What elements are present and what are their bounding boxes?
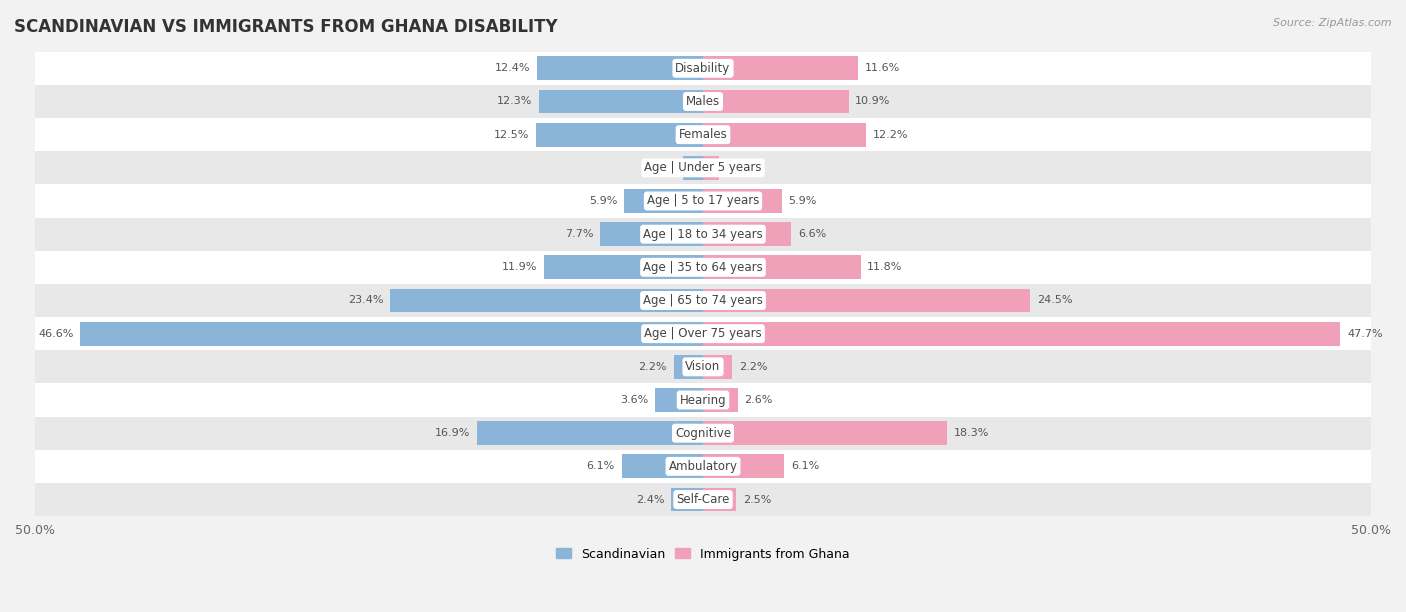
- Bar: [35, 118, 1371, 151]
- Bar: [536, 122, 703, 147]
- Bar: [655, 388, 703, 412]
- Text: Age | 18 to 34 years: Age | 18 to 34 years: [643, 228, 763, 241]
- Text: 12.3%: 12.3%: [496, 97, 531, 106]
- Bar: [391, 288, 703, 313]
- Text: 1.5%: 1.5%: [648, 163, 676, 173]
- Text: Vision: Vision: [685, 360, 721, 373]
- Text: 2.2%: 2.2%: [740, 362, 768, 372]
- Bar: [477, 421, 703, 445]
- Bar: [703, 421, 948, 445]
- Text: 10.9%: 10.9%: [855, 97, 890, 106]
- Bar: [703, 56, 858, 80]
- Bar: [35, 52, 1371, 85]
- Bar: [35, 417, 1371, 450]
- Bar: [671, 488, 703, 512]
- Bar: [683, 156, 703, 180]
- Text: 18.3%: 18.3%: [955, 428, 990, 438]
- Text: 5.9%: 5.9%: [589, 196, 617, 206]
- Bar: [703, 355, 733, 379]
- Text: 11.6%: 11.6%: [865, 63, 900, 73]
- Text: 2.4%: 2.4%: [636, 494, 664, 504]
- Bar: [35, 184, 1371, 218]
- Text: 5.9%: 5.9%: [789, 196, 817, 206]
- Bar: [703, 288, 1031, 313]
- Bar: [35, 483, 1371, 516]
- Bar: [537, 56, 703, 80]
- Text: 3.6%: 3.6%: [620, 395, 648, 405]
- Bar: [703, 255, 860, 279]
- Bar: [703, 322, 1340, 346]
- Text: 12.4%: 12.4%: [495, 63, 530, 73]
- Text: Cognitive: Cognitive: [675, 427, 731, 439]
- Text: 24.5%: 24.5%: [1038, 296, 1073, 305]
- Bar: [35, 317, 1371, 350]
- Text: 12.2%: 12.2%: [873, 130, 908, 140]
- Bar: [35, 384, 1371, 417]
- Text: Males: Males: [686, 95, 720, 108]
- Text: 2.6%: 2.6%: [744, 395, 773, 405]
- Text: Hearing: Hearing: [679, 394, 727, 406]
- Text: 11.9%: 11.9%: [502, 263, 537, 272]
- Text: 12.5%: 12.5%: [494, 130, 529, 140]
- Bar: [80, 322, 703, 346]
- Bar: [621, 454, 703, 479]
- Text: 46.6%: 46.6%: [38, 329, 73, 338]
- Text: Females: Females: [679, 128, 727, 141]
- Bar: [35, 151, 1371, 184]
- Legend: Scandinavian, Immigrants from Ghana: Scandinavian, Immigrants from Ghana: [551, 543, 855, 565]
- Bar: [703, 89, 849, 113]
- Text: SCANDINAVIAN VS IMMIGRANTS FROM GHANA DISABILITY: SCANDINAVIAN VS IMMIGRANTS FROM GHANA DI…: [14, 18, 558, 36]
- Bar: [35, 218, 1371, 251]
- Bar: [703, 222, 792, 246]
- Text: 16.9%: 16.9%: [436, 428, 471, 438]
- Bar: [35, 85, 1371, 118]
- Text: 2.5%: 2.5%: [744, 494, 772, 504]
- Bar: [703, 156, 718, 180]
- Bar: [703, 454, 785, 479]
- Text: 47.7%: 47.7%: [1347, 329, 1382, 338]
- Text: 11.8%: 11.8%: [868, 263, 903, 272]
- Text: Age | Over 75 years: Age | Over 75 years: [644, 327, 762, 340]
- Text: Ambulatory: Ambulatory: [668, 460, 738, 473]
- Text: Age | 35 to 64 years: Age | 35 to 64 years: [643, 261, 763, 274]
- Text: Source: ZipAtlas.com: Source: ZipAtlas.com: [1274, 18, 1392, 28]
- Text: Age | 65 to 74 years: Age | 65 to 74 years: [643, 294, 763, 307]
- Text: Self-Care: Self-Care: [676, 493, 730, 506]
- Text: 23.4%: 23.4%: [349, 296, 384, 305]
- Bar: [600, 222, 703, 246]
- Text: 6.1%: 6.1%: [586, 461, 614, 471]
- Bar: [538, 89, 703, 113]
- Text: Disability: Disability: [675, 62, 731, 75]
- Bar: [673, 355, 703, 379]
- Bar: [544, 255, 703, 279]
- Text: Age | Under 5 years: Age | Under 5 years: [644, 162, 762, 174]
- Bar: [703, 122, 866, 147]
- Text: 6.1%: 6.1%: [792, 461, 820, 471]
- Bar: [35, 450, 1371, 483]
- Text: 1.2%: 1.2%: [725, 163, 754, 173]
- Bar: [703, 189, 782, 213]
- Bar: [624, 189, 703, 213]
- Text: Age | 5 to 17 years: Age | 5 to 17 years: [647, 195, 759, 207]
- Text: 6.6%: 6.6%: [797, 229, 827, 239]
- Bar: [35, 350, 1371, 384]
- Text: 7.7%: 7.7%: [565, 229, 593, 239]
- Bar: [703, 488, 737, 512]
- Text: 2.2%: 2.2%: [638, 362, 666, 372]
- Bar: [35, 251, 1371, 284]
- Bar: [35, 284, 1371, 317]
- Bar: [703, 388, 738, 412]
